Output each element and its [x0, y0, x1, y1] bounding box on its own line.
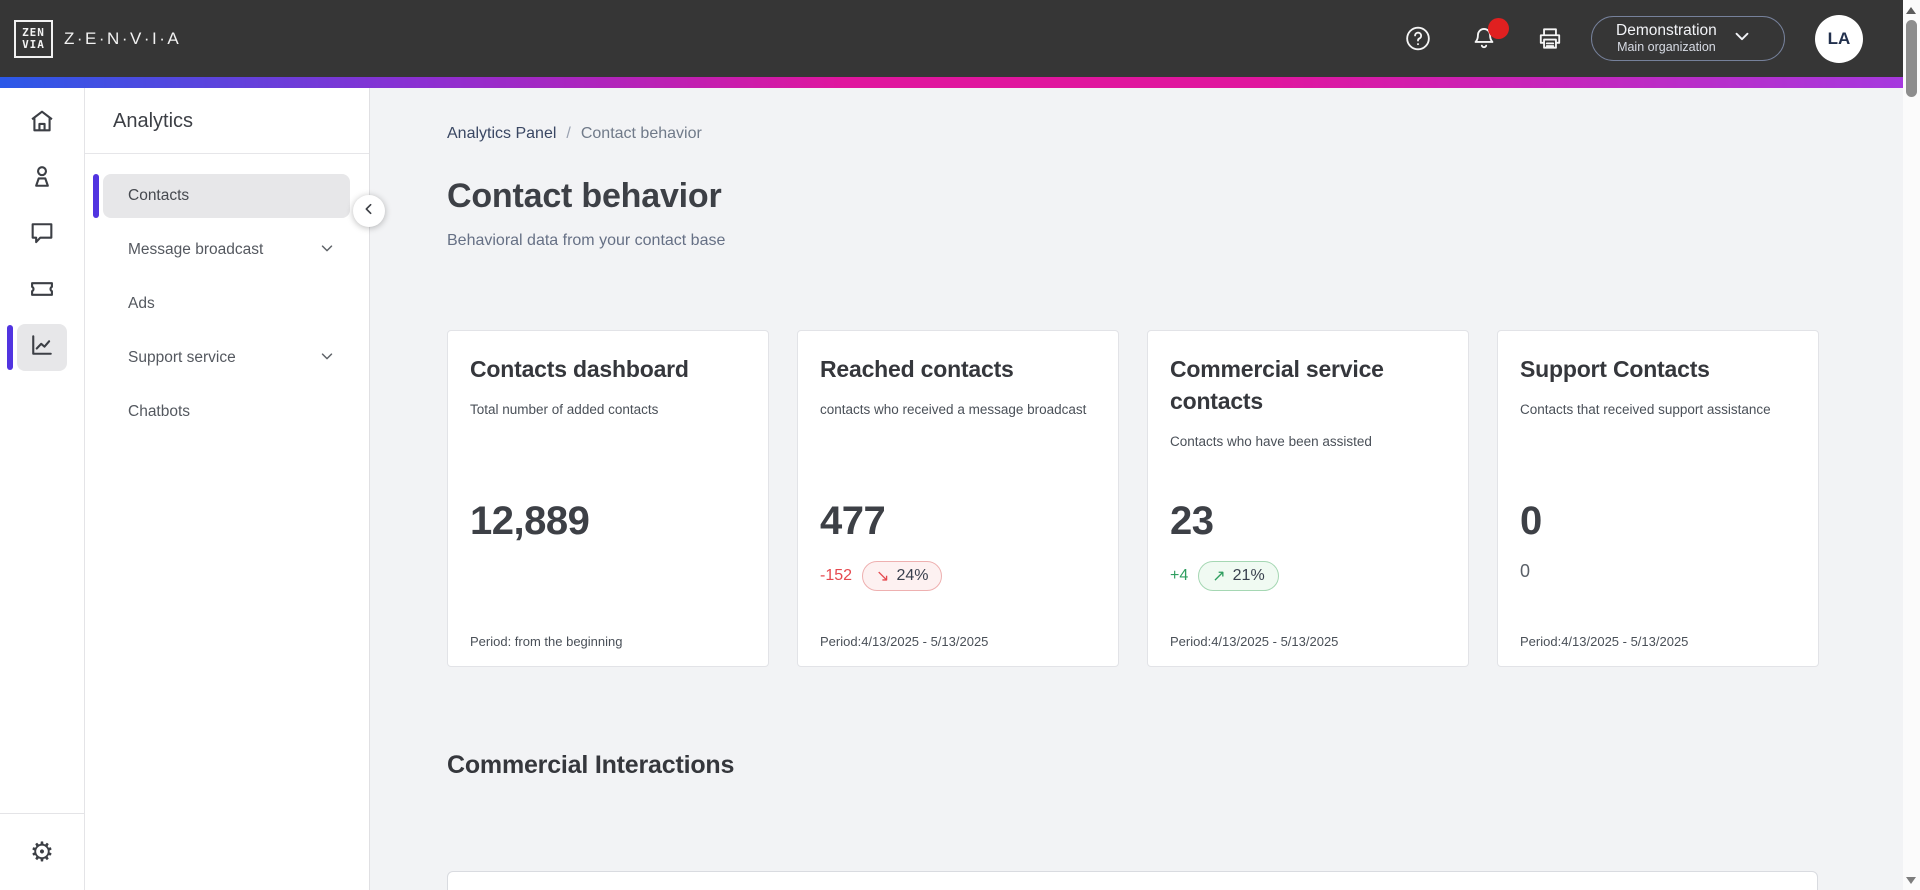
scrollbar-up-arrow[interactable]	[1906, 7, 1916, 14]
sidebar-item-support-service[interactable]: Support service	[103, 336, 350, 380]
zenvia-logo-mark-icon: ZEN VIA	[14, 19, 53, 58]
rail-home-button[interactable]	[17, 100, 67, 147]
card-value: 477	[820, 499, 886, 543]
rail-tickets-button[interactable]	[17, 268, 67, 315]
analytics-sidebar: Analytics Contacts Message broadcast Ads…	[85, 88, 385, 890]
card-value: 23	[1170, 499, 1214, 543]
section-heading-commercial-interactions: Commercial Interactions	[447, 751, 735, 779]
organization-switcher[interactable]: Demonstration Main organization	[1591, 16, 1785, 61]
chevron-down-icon	[318, 239, 336, 262]
scrollbar-down-arrow[interactable]	[1906, 877, 1916, 884]
rail-contacts-button[interactable]	[17, 156, 67, 203]
card-title: Contacts dashboard	[470, 356, 689, 382]
delta-value: +4	[1170, 567, 1189, 584]
card-description: Contacts that received support assistanc…	[1520, 402, 1771, 417]
card-value: 0	[1520, 499, 1542, 543]
vertical-scrollbar[interactable]	[1903, 0, 1920, 890]
chevron-left-icon	[361, 201, 377, 222]
sidebar-divider	[85, 153, 369, 154]
brand-gradient-strip	[0, 77, 1920, 88]
breadcrumb-analytics-panel[interactable]: Analytics Panel	[447, 125, 557, 142]
sidebar-item-contacts[interactable]: Contacts	[93, 174, 350, 218]
card-description: Total number of added contacts	[470, 402, 659, 417]
scrollbar-thumb[interactable]	[1906, 20, 1917, 97]
line-chart-icon	[28, 331, 56, 364]
chat-bubble-icon	[28, 219, 56, 252]
stat-cards-row: Contacts dashboard Total number of added…	[447, 330, 1847, 667]
rail-conversations-button[interactable]	[17, 212, 67, 259]
card-delta-row: 0	[1520, 561, 1530, 582]
trend-badge-up: ↗ 21%	[1198, 561, 1279, 591]
rail-divider	[0, 813, 84, 814]
delta-value: -152	[820, 567, 853, 584]
delta-value: 0	[1520, 561, 1531, 581]
chevron-down-icon	[318, 347, 336, 370]
main-content: Analytics Panel / Contact behavior Conta…	[370, 88, 1920, 890]
ticket-icon	[28, 275, 56, 308]
card-value: 12,889	[470, 499, 590, 543]
card-title: Commercial service contacts	[1170, 356, 1384, 414]
sidebar-item-message-broadcast[interactable]: Message broadcast	[103, 228, 350, 272]
zenvia-logo-text: Z·E·N·V·I·A	[64, 28, 182, 48]
trend-down-arrow-icon: ↘	[876, 568, 890, 585]
card-description: contacts who received a message broadcas…	[820, 402, 1087, 417]
card-commercial-service-contacts: Commercial service contacts Contacts who…	[1147, 330, 1469, 667]
organization-name: Demonstration	[1616, 22, 1717, 39]
zenvia-logo[interactable]: ZEN VIA Z·E·N·V·I·A	[14, 19, 182, 58]
notification-badge	[1488, 17, 1509, 39]
card-title: Reached contacts	[820, 356, 1014, 382]
sidebar-item-chatbots[interactable]: Chatbots	[128, 403, 191, 420]
card-reached-contacts: Reached contacts contacts who received a…	[797, 330, 1119, 667]
breadcrumb: Analytics Panel / Contact behavior	[447, 125, 1847, 143]
sidebar-item-ads[interactable]: Ads	[128, 295, 155, 312]
page-subtitle: Behavioral data from your contact base	[447, 232, 726, 249]
settings-button[interactable]: ⚙	[0, 814, 84, 890]
printer-icon[interactable]	[1537, 26, 1563, 52]
chevron-down-icon	[1731, 25, 1753, 52]
card-delta-row: -152 ↘ 24%	[820, 561, 943, 591]
card-support-contacts: Support Contacts Contacts that received …	[1497, 330, 1819, 667]
trend-percentage: 21%	[1232, 567, 1265, 584]
card-delta-row: +4 ↗ 21%	[1170, 561, 1279, 591]
help-icon[interactable]	[1405, 26, 1431, 52]
home-icon	[28, 107, 56, 140]
trend-percentage: 24%	[896, 567, 929, 584]
card-description: Contacts who have been assisted	[1170, 434, 1372, 449]
sidebar-title: Analytics	[113, 110, 194, 132]
trend-badge-down: ↘ 24%	[862, 561, 943, 591]
user-avatar[interactable]: LA	[1815, 14, 1863, 63]
trend-up-arrow-icon: ↗	[1212, 568, 1226, 585]
organization-subtitle: Main organization	[1617, 40, 1716, 55]
card-contacts-dashboard: Contacts dashboard Total number of added…	[447, 330, 769, 667]
page-title: Contact behavior	[447, 177, 722, 215]
commercial-interactions-card	[447, 871, 1818, 890]
card-period: Period: from the beginning	[470, 634, 623, 649]
card-period: Period:4/13/2025 - 5/13/2025	[820, 634, 989, 649]
icon-rail: ⚙	[0, 88, 85, 890]
rail-analytics-button[interactable]	[7, 324, 67, 371]
top-bar: ZEN VIA Z·E·N·V·I·A	[0, 0, 1920, 77]
sidebar-collapse-button[interactable]	[353, 195, 385, 227]
gear-icon: ⚙	[29, 836, 55, 867]
user-icon	[28, 163, 56, 196]
breadcrumb-separator: /	[566, 125, 571, 142]
notifications-bell-icon[interactable]	[1471, 17, 1509, 52]
breadcrumb-current: Contact behavior	[580, 125, 702, 142]
card-title: Support Contacts	[1520, 356, 1710, 382]
card-period: Period:4/13/2025 - 5/13/2025	[1170, 634, 1339, 649]
card-period: Period:4/13/2025 - 5/13/2025	[1520, 634, 1689, 649]
